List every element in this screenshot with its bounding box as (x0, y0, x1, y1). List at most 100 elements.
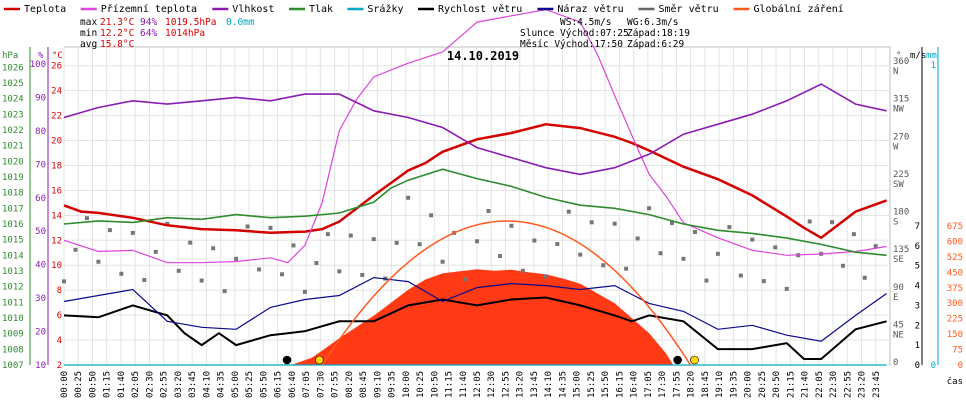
info-moonrise: Měsíc Východ:17:50 (520, 39, 623, 50)
legend-label: Tlak (309, 4, 333, 15)
stat-temp: 15.8°C (100, 39, 134, 50)
tick-ms: 4 (915, 282, 920, 292)
wind-direction-point (188, 240, 193, 245)
tick-pct: 50 (35, 227, 46, 237)
wind-direction-point (497, 254, 502, 259)
tick-ms: 7 (915, 222, 920, 232)
tick-time: 23:45 (872, 371, 882, 398)
tick-dir-name: NW (893, 105, 904, 115)
tick-dir-name: E (893, 293, 898, 303)
tick-time: 15:50 (601, 371, 611, 398)
tick-time: 10:50 (430, 371, 440, 398)
tick-degc: 20 (51, 137, 62, 147)
tick-time: 16:15 (615, 371, 625, 398)
wind-direction-point (199, 278, 204, 283)
wind-direction-point (417, 242, 422, 247)
wind-direction-point (543, 274, 548, 279)
info-sunrise: Slunce Východ:07:25 (520, 28, 629, 39)
tick-dir-name: W (893, 142, 899, 152)
tick-time: 15:00 (573, 371, 583, 398)
tick-hpa: 1018 (2, 189, 24, 199)
wind-direction-point (107, 228, 112, 233)
wind-direction-point (291, 243, 296, 248)
stat-rain: 0.0mm (226, 17, 255, 28)
tick-ms: 5 (915, 262, 920, 272)
marker-moonset (282, 355, 292, 365)
tick-dir: 180 (893, 208, 909, 218)
wind-direction-point (532, 238, 537, 243)
tick-time: 07:05 (302, 371, 312, 398)
tick-time: 14:10 (544, 371, 554, 398)
tick-hpa: 1024 (2, 95, 24, 105)
tick-dir: 225 (893, 170, 909, 180)
wind-direction-point (784, 286, 789, 291)
tick-mm: 0 (931, 361, 936, 371)
wind-direction-point (142, 277, 147, 282)
tick-dir: 0 (893, 358, 898, 368)
tick-pct: 10 (35, 361, 46, 371)
tick-dir: 90 (893, 283, 904, 293)
tick-ms: 2 (915, 321, 920, 331)
stat-temp: 21.3°C (100, 17, 134, 28)
wind-direction-point (371, 237, 376, 242)
tick-pct: 60 (35, 194, 46, 204)
axis-label-degc: °C (52, 51, 63, 61)
tick-time: 00:50 (88, 371, 98, 398)
tick-time: 20:00 (744, 371, 754, 398)
wind-direction-point (360, 272, 365, 277)
tick-degc: 10 (51, 261, 62, 271)
wind-direction-point (635, 236, 640, 241)
stat-pressure: 1019.5hPa (165, 17, 216, 28)
tick-hpa: 1016 (2, 220, 24, 230)
wind-direction-point (647, 206, 652, 211)
tick-time: 03:45 (188, 371, 198, 398)
tick-degc: 16 (51, 186, 62, 196)
legend-label: Náraz větru (557, 3, 623, 15)
tick-time: 09:35 (388, 371, 398, 398)
day-markers (282, 355, 699, 365)
tick-dir-name: SE (893, 255, 904, 265)
wind-direction-point (475, 239, 479, 244)
wind-direction-point (211, 246, 216, 251)
tick-dir: 135 (893, 245, 909, 255)
tick-time: 11:15 (445, 371, 455, 398)
wind-direction-point (440, 259, 445, 264)
wind-direction-point (873, 244, 878, 249)
tick-time: 20:25 (758, 371, 768, 398)
wind-direction-point (704, 278, 709, 283)
tick-pct: 70 (35, 160, 46, 170)
tick-wm2: 150 (947, 330, 963, 340)
wind-direction-point (658, 251, 663, 256)
tick-time: 21:15 (786, 371, 796, 398)
tick-dir-name: SW (893, 180, 904, 190)
stat-humidity: 94% (140, 17, 157, 28)
tick-hpa: 1010 (2, 314, 24, 324)
tick-degc: 2 (57, 361, 62, 371)
tick-pct: 20 (35, 328, 46, 338)
stat-humidity: 64% (140, 28, 157, 39)
axis-label-mm: mm (926, 51, 937, 61)
wind-direction-point (406, 195, 411, 200)
wind-direction-point (463, 277, 468, 282)
tick-time: 19:35 (729, 371, 739, 398)
series-line-5 (63, 296, 887, 360)
wind-direction-point (566, 209, 571, 214)
tick-time: 12:30 (487, 371, 497, 398)
wind-direction-point (257, 267, 262, 272)
tick-time: 07:55 (331, 371, 341, 398)
wind-direction-point (279, 272, 284, 277)
wind-direction-point (612, 221, 617, 226)
axis-label-dir: ° (896, 51, 901, 61)
axis-label-hpa: hPa (2, 51, 18, 61)
tick-time: 17:55 (672, 371, 682, 398)
tick-time: 16:40 (630, 371, 640, 398)
wind-direction-point (555, 242, 560, 247)
info-sunset: Západ:18:19 (627, 28, 690, 39)
tick-time: 08:20 (345, 371, 355, 398)
tick-time: 02:05 (131, 371, 141, 398)
tick-time: 18:45 (701, 371, 711, 398)
tick-time: 18:20 (687, 371, 697, 398)
wind-direction-point (773, 245, 778, 250)
tick-wm2: 450 (947, 268, 963, 278)
tick-time: 02:55 (160, 371, 170, 398)
